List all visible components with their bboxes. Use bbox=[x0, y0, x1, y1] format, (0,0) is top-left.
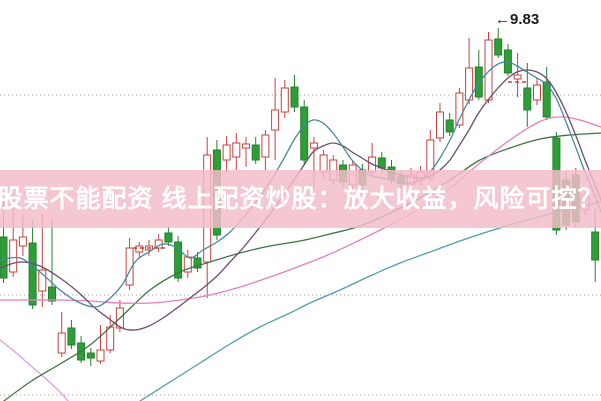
ma-line-MA-long-declining bbox=[0, 339, 69, 401]
candle-down bbox=[445, 119, 454, 133]
candle-down bbox=[174, 241, 183, 279]
candle-up bbox=[9, 239, 18, 273]
candle-down bbox=[86, 352, 95, 359]
candle-up bbox=[309, 142, 318, 149]
candle-down bbox=[494, 38, 503, 56]
candle-up bbox=[232, 142, 241, 158]
candle-up bbox=[96, 349, 105, 362]
candle-down bbox=[591, 231, 600, 261]
candle-down bbox=[523, 87, 532, 111]
candle-down bbox=[164, 232, 173, 243]
ma-line-MA10 bbox=[0, 69, 601, 331]
candle-down bbox=[28, 242, 37, 306]
headline-banner: 股票不能配资 线上配资炒股：放大收益，风险可控？ bbox=[0, 170, 601, 228]
left-arrow-icon: ← bbox=[495, 11, 510, 28]
candle-up bbox=[513, 74, 522, 80]
candle-down bbox=[300, 106, 309, 161]
candle-down bbox=[193, 257, 202, 269]
candle-down bbox=[67, 327, 76, 346]
candle-up bbox=[436, 111, 444, 139]
candle-up bbox=[455, 92, 464, 126]
candle-up bbox=[261, 134, 270, 158]
peak-price-label: ← 9.83 bbox=[495, 12, 539, 27]
headline-text: 股票不能配资 线上配资炒股：放大收益，风险可控？ bbox=[0, 184, 601, 213]
candle-up bbox=[18, 236, 27, 247]
candle-up bbox=[271, 109, 280, 131]
candle-up bbox=[125, 247, 134, 286]
candle-down bbox=[290, 86, 299, 108]
candle-up bbox=[242, 143, 250, 149]
candle-up bbox=[57, 332, 66, 354]
candle-up bbox=[38, 269, 47, 292]
candle-up bbox=[222, 144, 231, 161]
candle-down bbox=[251, 144, 260, 161]
peak-price-value: 9.83 bbox=[510, 11, 540, 28]
candle-up bbox=[533, 84, 541, 101]
candle-up bbox=[106, 326, 115, 351]
candle-up bbox=[135, 245, 144, 253]
candle-down bbox=[0, 236, 8, 279]
candle-down bbox=[48, 286, 56, 302]
candle-down bbox=[542, 81, 551, 118]
ma-line-MA5 bbox=[0, 61, 601, 308]
candle-up bbox=[280, 87, 289, 113]
ma-line-MA60 bbox=[2, 132, 601, 401]
ma-line-MA20 bbox=[0, 116, 601, 304]
